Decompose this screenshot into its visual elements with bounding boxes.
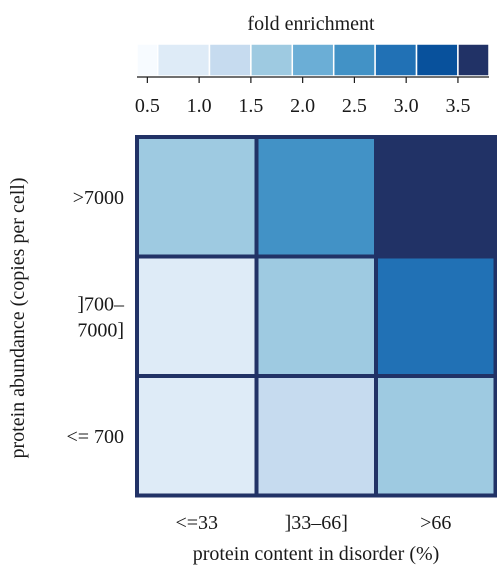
colorbar-tick-label: 3.0 [394, 95, 419, 117]
colorbar-tick-label: 2.0 [290, 95, 315, 117]
x-tick-label: <=33 [175, 512, 218, 534]
x-tick-label: ]33–66] [285, 512, 348, 534]
colorbar-swatch-6 [374, 43, 418, 77]
heatmap-cell-r0-c2 [374, 135, 497, 259]
colorbar-swatch-8 [457, 43, 490, 77]
colorbar-tick-label: 0.5 [135, 95, 160, 117]
y-tick-label: <= 700 [66, 426, 124, 448]
colorbar-swatch-3 [250, 43, 294, 77]
y-tick-label: ]700– [77, 293, 125, 315]
colorbar-tick-label: 1.0 [187, 95, 212, 117]
colorbar-tick-label: 1.5 [238, 95, 263, 117]
y-tick-label: >7000 [73, 187, 124, 209]
colorbar: 0.5 1.0 1.5 2.0 2.5 3.0 3.5 [135, 43, 490, 117]
heatmap-cell-r1-c2 [374, 254, 497, 378]
y-tick-labels: >7000 ]700– 7000] <= 700 [66, 187, 125, 448]
heatmap-cells [135, 135, 497, 498]
y-axis-label: protein abundance (copies per cell) [7, 178, 29, 459]
x-tick-label: >66 [420, 512, 451, 534]
colorbar-swatch-7 [415, 43, 459, 77]
colorbar-title: fold enrichment [247, 13, 375, 35]
colorbar-swatch-2 [208, 43, 252, 77]
colorbar-swatch-1 [156, 43, 211, 77]
heatmap-cell-r2-c1 [254, 374, 378, 498]
heatmap-cell-r1-c1 [254, 254, 378, 378]
heatmap-cell-r2-c2 [374, 374, 497, 498]
colorbar-tick-label: 2.5 [342, 95, 367, 117]
heatmap-cell-r2-c0 [135, 374, 259, 498]
colorbar-swatch-0 [136, 43, 159, 77]
y-tick-label: 7000] [77, 319, 124, 341]
x-tick-labels: <=33 ]33–66] >66 [175, 512, 451, 534]
heatmap-cell-r0-c0 [135, 135, 259, 259]
heatmap-cell-r0-c1 [254, 135, 378, 259]
colorbar-tick-label: 3.5 [445, 95, 470, 117]
heatmap-cell-r1-c0 [135, 254, 259, 378]
colorbar-swatch-5 [332, 43, 376, 77]
colorbar-swatch-4 [291, 43, 335, 77]
x-axis-label: protein content in disorder (%) [193, 543, 440, 565]
